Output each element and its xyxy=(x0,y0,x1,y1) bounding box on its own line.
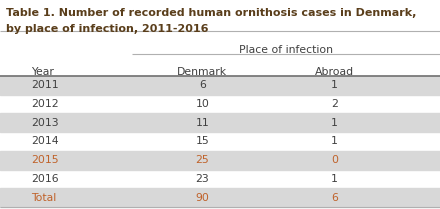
Text: Denmark: Denmark xyxy=(177,67,227,77)
Text: 10: 10 xyxy=(195,99,209,109)
Text: 2016: 2016 xyxy=(31,174,59,184)
Text: 2011: 2011 xyxy=(31,80,59,90)
Text: 23: 23 xyxy=(195,174,209,184)
Text: Table 1. Number of recorded human ornithosis cases in Denmark,: Table 1. Number of recorded human ornith… xyxy=(6,8,416,18)
Text: 2: 2 xyxy=(331,99,338,109)
Text: 2012: 2012 xyxy=(31,99,59,109)
Text: 25: 25 xyxy=(195,155,209,165)
Text: 15: 15 xyxy=(195,136,209,147)
Text: 1: 1 xyxy=(331,136,338,147)
Text: 1: 1 xyxy=(331,80,338,90)
Bar xyxy=(0,76,440,95)
Text: Total: Total xyxy=(31,193,56,203)
Bar xyxy=(0,151,440,169)
Bar xyxy=(0,188,440,207)
Text: 1: 1 xyxy=(331,174,338,184)
Text: Place of infection: Place of infection xyxy=(239,45,333,55)
Text: 2014: 2014 xyxy=(31,136,59,147)
Bar xyxy=(0,113,440,132)
Text: 6: 6 xyxy=(331,193,338,203)
Text: 2015: 2015 xyxy=(31,155,59,165)
Text: 90: 90 xyxy=(195,193,209,203)
Text: by place of infection, 2011-2016: by place of infection, 2011-2016 xyxy=(6,24,209,34)
Text: 0: 0 xyxy=(331,155,338,165)
Text: 1: 1 xyxy=(331,118,338,128)
Text: Abroad: Abroad xyxy=(315,67,354,77)
Text: 6: 6 xyxy=(199,80,206,90)
Text: 11: 11 xyxy=(195,118,209,128)
Text: Year: Year xyxy=(31,67,54,77)
Text: 2013: 2013 xyxy=(31,118,59,128)
